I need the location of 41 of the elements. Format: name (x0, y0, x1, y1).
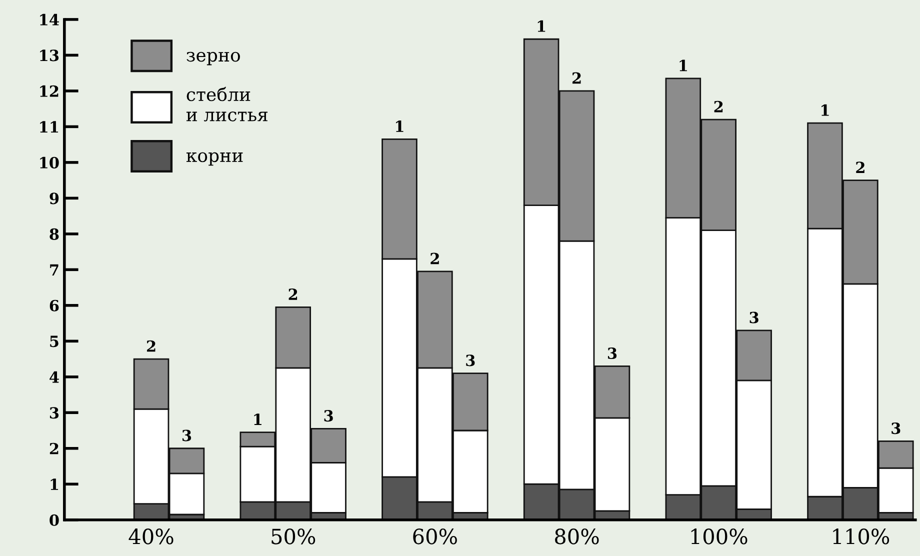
annotation: 1 (538, 20, 546, 32)
legend-label: зерно (186, 52, 240, 66)
annotation: 1 (822, 104, 829, 116)
y-tick-label: 8 (50, 228, 59, 240)
annotation: 3 (892, 422, 900, 434)
annotation: 1 (396, 120, 404, 132)
y-tick-label: 11 (40, 121, 58, 132)
annotation: 1 (254, 414, 262, 425)
x-tick-label: 50% (272, 528, 316, 544)
y-tick-label: 14 (40, 14, 59, 26)
y-tick-label: 2 (50, 442, 58, 454)
x-tick-label: 110% (833, 528, 890, 544)
y-tick-label: 10 (40, 156, 59, 168)
x-tick-label: 80% (555, 528, 599, 544)
legend-label: стебли и листья (186, 86, 268, 122)
annotation: 3 (466, 354, 475, 366)
annotation: 2 (856, 162, 864, 173)
annotation: 2 (430, 252, 439, 264)
annotation: 2 (146, 340, 156, 352)
legend-label: корни (186, 152, 243, 166)
annotation: 3 (182, 430, 192, 442)
y-tick-label: 9 (50, 192, 59, 204)
annotation: 3 (324, 410, 333, 422)
annotation: 2 (572, 72, 581, 84)
annotation: 3 (750, 312, 758, 324)
x-tick-label: 40% (128, 528, 174, 544)
annotation: 1 (680, 60, 687, 72)
y-tick-label: 1 (50, 478, 58, 490)
y-tick-label: 6 (50, 300, 59, 312)
y-tick-label: 3 (50, 407, 59, 419)
y-tick-label: 4 (50, 371, 59, 383)
y-tick-label: 7 (50, 264, 58, 276)
y-tick-label: 12 (40, 85, 58, 97)
y-tick-label: 5 (50, 336, 58, 348)
annotation: 2 (714, 100, 723, 112)
annotation: 3 (608, 347, 617, 360)
x-tick-label: 60% (413, 528, 457, 544)
annotation: 2 (288, 288, 298, 300)
x-tick-label: 100% (691, 528, 748, 544)
y-tick-label: 0 (50, 514, 59, 526)
y-tick-label: 13 (40, 50, 59, 62)
